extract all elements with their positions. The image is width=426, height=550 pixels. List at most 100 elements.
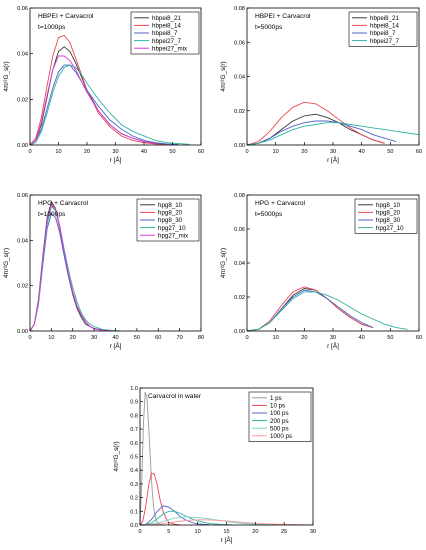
y-tick-label: 0.02 — [17, 284, 28, 290]
x-tick-label: 0 — [245, 335, 248, 341]
y-tick-label: 0.8 — [130, 413, 138, 419]
y-axis-label: 4πr²G_s(r) — [220, 248, 227, 278]
x-tick-label: 60 — [416, 335, 422, 341]
x-axis-label: r [Å] — [327, 155, 339, 164]
chart-panel-4: 0 10 20 30 40 50 60 0.00 0.02 0.04 0.06 0.08 r [Å] 4π… — [220, 193, 422, 350]
x-tick-label: 20 — [70, 335, 76, 341]
y-tick-label: 0.04 — [234, 75, 245, 81]
x-tick-label: 50 — [387, 149, 393, 155]
legend-entry: hpg27_10 — [158, 225, 186, 232]
y-tick-label: 0.00 — [234, 329, 245, 335]
x-tick-label: 0 — [28, 149, 31, 155]
legend-entry: hpg27_mix — [158, 232, 189, 239]
y-axis-label: 4πr²G_s(r) — [3, 248, 10, 278]
chart-title: HBPEI + Carvacrol — [38, 13, 94, 20]
y-tick-label: 0.7 — [130, 427, 138, 433]
y-tick-label: 0.02 — [234, 295, 245, 301]
legend-entry: hpg8_10 — [376, 202, 401, 209]
legend-entry: hbpei27_7 — [370, 38, 399, 45]
x-tick-label: 30 — [112, 149, 118, 155]
x-tick-label: 10 — [55, 149, 61, 155]
legend-entry: hbpei8_7 — [370, 30, 396, 37]
chart-panel-5: 0 5 10 15 20 25 30 0.0 0.1 0.2 0.3 0.4 0.5 0.6 0.7 0.8 0… — [113, 386, 316, 544]
x-tick-label: 50 — [169, 149, 175, 155]
x-tick-label: 60 — [155, 335, 161, 341]
x-tick-label: 25 — [281, 529, 287, 535]
series-line-5 — [139, 516, 279, 526]
legend-entry: hpg8_10 — [158, 202, 183, 209]
series-line-2 — [139, 472, 181, 526]
y-tick-label: 0.00 — [17, 143, 28, 149]
series-line-4 — [246, 122, 420, 146]
chart-subtitle: t=1000ps — [38, 211, 66, 218]
legend-entry: hpg8_30 — [376, 217, 401, 224]
series-line-4 — [29, 205, 120, 332]
legend-entry: 10 ps — [270, 403, 285, 410]
y-tick-label: 0.06 — [17, 6, 28, 12]
chart-panel-3: 0 10 20 30 40 50 60 70 80 0.00 0.02 0.04 0.06 r [Å] 4π… — [3, 193, 204, 350]
series-line-2 — [29, 34, 167, 146]
series-line-1 — [139, 391, 164, 526]
x-tick-label: 10 — [273, 149, 279, 155]
x-tick-label: 0 — [28, 335, 31, 341]
legend-entry: 500 ps — [270, 425, 289, 432]
y-tick-label: 0.02 — [17, 97, 28, 103]
x-tick-label: 10 — [273, 335, 279, 341]
x-tick-label: 10 — [195, 529, 201, 535]
x-tick-label: 5 — [167, 529, 170, 535]
y-tick-label: 0.3 — [130, 482, 138, 488]
x-tick-label: 40 — [141, 149, 147, 155]
x-tick-label: 15 — [223, 529, 229, 535]
y-tick-label: 0.08 — [234, 6, 245, 12]
chart-title: HBPEI + Carvacrol — [255, 13, 311, 20]
legend-entry: hbpei27_7 — [152, 38, 181, 45]
x-tick-label: 20 — [84, 149, 90, 155]
y-tick-label: 0.9 — [130, 400, 138, 406]
x-axis-label: r [Å] — [110, 155, 122, 164]
x-tick-label: 10 — [48, 335, 54, 341]
y-tick-label: 0.6 — [130, 441, 138, 447]
series-line-2 — [246, 286, 374, 332]
y-tick-label: 0.04 — [17, 52, 28, 58]
chart-subtitle: t=5000ps — [255, 211, 283, 218]
y-axis-label: 4πr²G_s(r) — [3, 61, 10, 91]
x-tick-label: 20 — [252, 529, 258, 535]
legend-entry: 1000 ps — [270, 433, 292, 440]
y-tick-label: 0.5 — [130, 455, 138, 461]
series-line-4 — [29, 64, 190, 146]
chart-title: Carvacrol in water — [148, 393, 202, 400]
y-axis-label: 4πr²G_s(r) — [220, 61, 227, 91]
x-tick-label: 60 — [416, 149, 422, 155]
y-tick-label: 0.1 — [130, 509, 138, 515]
series-line-4 — [246, 291, 408, 332]
legend-entry: 200 ps — [270, 418, 289, 425]
legend-entry: hpg8_20 — [376, 210, 401, 217]
y-tick-label: 0.04 — [234, 261, 245, 267]
x-axis-label: r [Å] — [221, 535, 233, 544]
series-line-2 — [246, 101, 385, 146]
y-tick-label: 0.2 — [130, 496, 138, 502]
series-line-3 — [246, 120, 397, 146]
y-tick-label: 0.06 — [234, 40, 245, 46]
x-tick-label: 50 — [387, 335, 393, 341]
y-tick-label: 0.00 — [234, 143, 245, 149]
legend-entry: hbpei8_21 — [152, 15, 181, 22]
legend-entry: hbpei27_mix — [152, 45, 188, 52]
series-line-5 — [29, 55, 156, 146]
chart-title: HPG + Carvacrol — [255, 200, 306, 207]
x-tick-label: 30 — [91, 335, 97, 341]
series-line-3 — [139, 505, 210, 526]
x-tick-label: 0 — [245, 149, 248, 155]
y-tick-label: 0.04 — [17, 238, 28, 244]
series-line-3 — [29, 64, 179, 146]
legend-entry: hbpei8_21 — [370, 15, 399, 22]
x-tick-label: 80 — [198, 335, 204, 341]
y-tick-label: 0.4 — [130, 468, 138, 474]
legend-entry: hpg8_30 — [158, 217, 183, 224]
y-tick-label: 0.06 — [17, 193, 28, 199]
legend-entry: 100 ps — [270, 410, 289, 417]
series-line-4 — [139, 510, 233, 526]
